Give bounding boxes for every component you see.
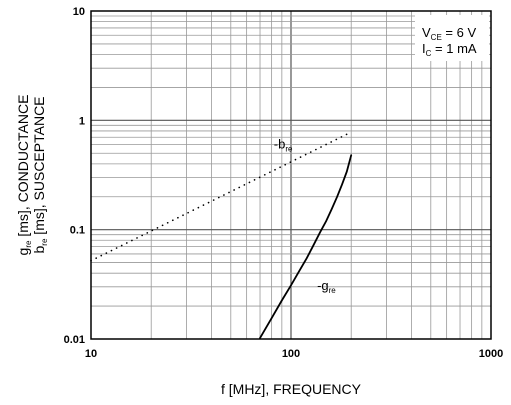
series-label-g-re: -gre <box>317 278 336 295</box>
x-axis-label: f [MHz], FREQUENCY <box>221 381 362 397</box>
y-axis-label-line-2: bre [ms], SUSCEPTANCE <box>31 96 49 253</box>
y-tick-label: 0.01 <box>64 334 85 346</box>
plot-frame <box>90 10 492 340</box>
curves <box>90 131 353 340</box>
x-tick-label: 10 <box>85 348 97 360</box>
x-tick-label: 1000 <box>479 348 503 360</box>
x-tick-label: 100 <box>282 348 300 360</box>
y-axis-label: gre [ms], CONDUCTANCE bre [ms], SUSCEPTA… <box>15 95 49 256</box>
y-tick-label: 0.1 <box>70 225 85 237</box>
y-tick-label: 1 <box>79 115 85 127</box>
series-line-g-re <box>259 154 353 340</box>
conditions-box: VCE = 6 V IC = 1 mA <box>415 15 489 61</box>
tick-labels: 10 100 1000 10 1 0.1 0.01 <box>64 6 504 360</box>
series-label-b-re: -bre <box>274 137 293 154</box>
condition-vce: VCE = 6 V <box>422 25 476 42</box>
y-axis-label-line-1: gre [ms], CONDUCTANCE <box>15 95 33 256</box>
condition-ic: IC = 1 mA <box>422 41 477 58</box>
y-tick-label: 10 <box>73 6 85 18</box>
